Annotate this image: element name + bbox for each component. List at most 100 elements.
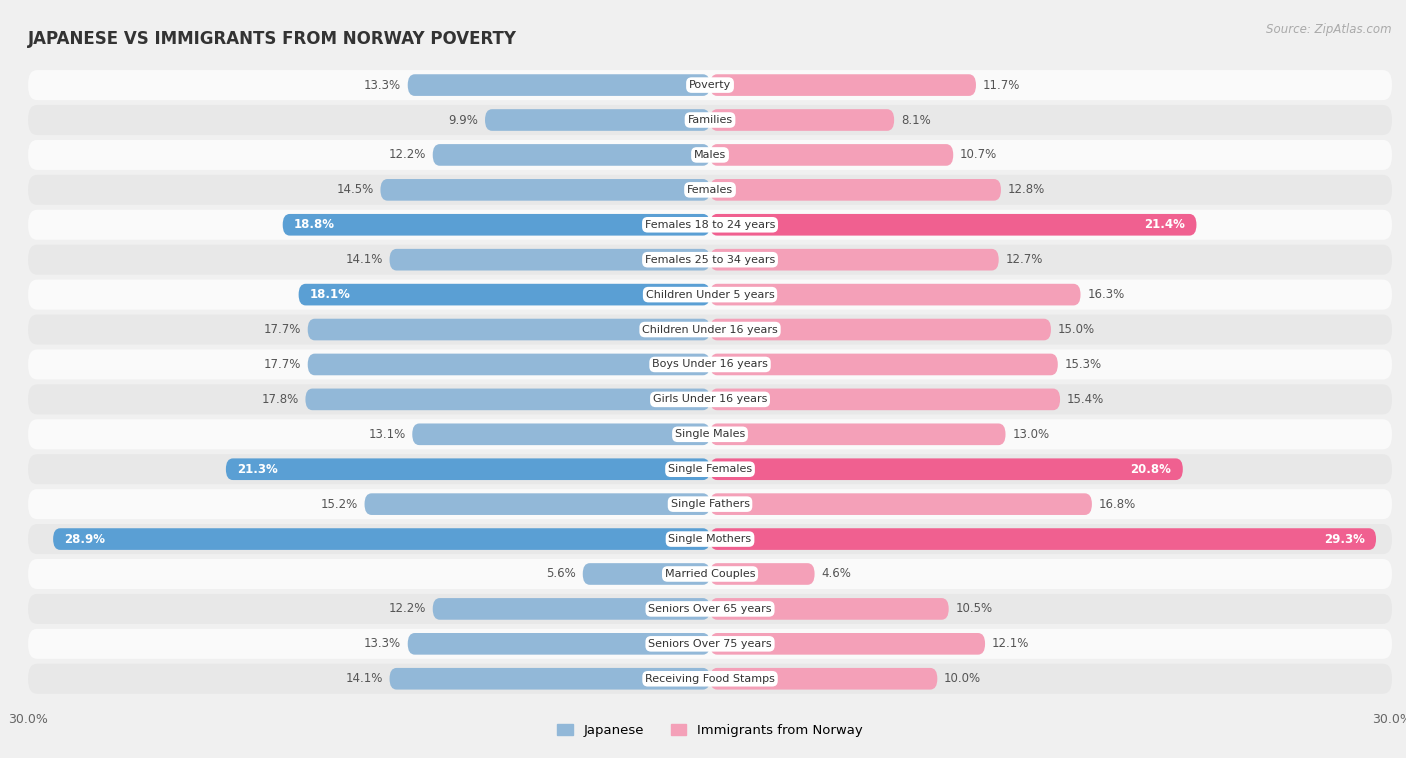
- Text: 12.7%: 12.7%: [1005, 253, 1043, 266]
- Text: 13.1%: 13.1%: [368, 428, 405, 441]
- Text: 10.7%: 10.7%: [960, 149, 997, 161]
- FancyBboxPatch shape: [389, 249, 710, 271]
- FancyBboxPatch shape: [710, 459, 1182, 480]
- Text: 18.8%: 18.8%: [294, 218, 335, 231]
- Text: 13.3%: 13.3%: [364, 79, 401, 92]
- FancyBboxPatch shape: [28, 315, 1392, 345]
- FancyBboxPatch shape: [298, 283, 710, 305]
- Text: 8.1%: 8.1%: [901, 114, 931, 127]
- Text: 12.8%: 12.8%: [1008, 183, 1045, 196]
- Text: 9.9%: 9.9%: [449, 114, 478, 127]
- Text: 21.4%: 21.4%: [1144, 218, 1185, 231]
- Text: Males: Males: [695, 150, 725, 160]
- FancyBboxPatch shape: [710, 633, 986, 655]
- FancyBboxPatch shape: [710, 389, 1060, 410]
- Text: Poverty: Poverty: [689, 80, 731, 90]
- Text: 20.8%: 20.8%: [1130, 462, 1171, 476]
- FancyBboxPatch shape: [710, 144, 953, 166]
- FancyBboxPatch shape: [710, 283, 1081, 305]
- FancyBboxPatch shape: [710, 668, 938, 690]
- FancyBboxPatch shape: [28, 454, 1392, 484]
- FancyBboxPatch shape: [412, 424, 710, 445]
- Text: Females: Females: [688, 185, 733, 195]
- Text: Seniors Over 65 years: Seniors Over 65 years: [648, 604, 772, 614]
- Text: Families: Families: [688, 115, 733, 125]
- Text: Seniors Over 75 years: Seniors Over 75 years: [648, 639, 772, 649]
- FancyBboxPatch shape: [28, 559, 1392, 589]
- Text: JAPANESE VS IMMIGRANTS FROM NORWAY POVERTY: JAPANESE VS IMMIGRANTS FROM NORWAY POVER…: [28, 30, 517, 49]
- Text: 29.3%: 29.3%: [1324, 533, 1365, 546]
- Text: 12.2%: 12.2%: [388, 149, 426, 161]
- Text: 16.8%: 16.8%: [1098, 498, 1136, 511]
- Text: Females 25 to 34 years: Females 25 to 34 years: [645, 255, 775, 265]
- FancyBboxPatch shape: [305, 389, 710, 410]
- FancyBboxPatch shape: [28, 105, 1392, 135]
- FancyBboxPatch shape: [710, 109, 894, 131]
- FancyBboxPatch shape: [28, 280, 1392, 309]
- FancyBboxPatch shape: [710, 424, 1005, 445]
- Text: Girls Under 16 years: Girls Under 16 years: [652, 394, 768, 404]
- FancyBboxPatch shape: [408, 74, 710, 96]
- Text: Source: ZipAtlas.com: Source: ZipAtlas.com: [1267, 23, 1392, 36]
- FancyBboxPatch shape: [710, 214, 1197, 236]
- FancyBboxPatch shape: [28, 70, 1392, 100]
- FancyBboxPatch shape: [28, 524, 1392, 554]
- Text: Females 18 to 24 years: Females 18 to 24 years: [645, 220, 775, 230]
- Text: Single Females: Single Females: [668, 464, 752, 475]
- Text: Married Couples: Married Couples: [665, 569, 755, 579]
- FancyBboxPatch shape: [28, 175, 1392, 205]
- Legend: Japanese, Immigrants from Norway: Japanese, Immigrants from Norway: [557, 724, 863, 737]
- Text: 14.1%: 14.1%: [346, 672, 382, 685]
- Text: 13.0%: 13.0%: [1012, 428, 1049, 441]
- FancyBboxPatch shape: [710, 528, 1376, 550]
- Text: Boys Under 16 years: Boys Under 16 years: [652, 359, 768, 369]
- Text: Single Males: Single Males: [675, 429, 745, 440]
- Text: 12.2%: 12.2%: [388, 603, 426, 615]
- Text: 17.7%: 17.7%: [263, 323, 301, 336]
- Text: 15.3%: 15.3%: [1064, 358, 1102, 371]
- Text: 18.1%: 18.1%: [309, 288, 352, 301]
- FancyBboxPatch shape: [28, 629, 1392, 659]
- FancyBboxPatch shape: [53, 528, 710, 550]
- FancyBboxPatch shape: [28, 140, 1392, 170]
- FancyBboxPatch shape: [582, 563, 710, 585]
- FancyBboxPatch shape: [433, 598, 710, 620]
- Text: 15.2%: 15.2%: [321, 498, 357, 511]
- Text: 21.3%: 21.3%: [238, 462, 278, 476]
- FancyBboxPatch shape: [28, 384, 1392, 415]
- FancyBboxPatch shape: [710, 318, 1052, 340]
- Text: Receiving Food Stamps: Receiving Food Stamps: [645, 674, 775, 684]
- Text: Single Mothers: Single Mothers: [668, 534, 752, 544]
- FancyBboxPatch shape: [28, 210, 1392, 240]
- FancyBboxPatch shape: [308, 318, 710, 340]
- FancyBboxPatch shape: [710, 493, 1092, 515]
- Text: 16.3%: 16.3%: [1087, 288, 1125, 301]
- Text: Children Under 5 years: Children Under 5 years: [645, 290, 775, 299]
- Text: 28.9%: 28.9%: [65, 533, 105, 546]
- FancyBboxPatch shape: [710, 354, 1057, 375]
- Text: 15.4%: 15.4%: [1067, 393, 1104, 406]
- FancyBboxPatch shape: [710, 249, 998, 271]
- FancyBboxPatch shape: [364, 493, 710, 515]
- Text: 11.7%: 11.7%: [983, 79, 1021, 92]
- Text: 5.6%: 5.6%: [546, 568, 576, 581]
- FancyBboxPatch shape: [28, 349, 1392, 380]
- FancyBboxPatch shape: [283, 214, 710, 236]
- Text: Single Fathers: Single Fathers: [671, 499, 749, 509]
- FancyBboxPatch shape: [433, 144, 710, 166]
- FancyBboxPatch shape: [408, 633, 710, 655]
- Text: 14.1%: 14.1%: [346, 253, 382, 266]
- FancyBboxPatch shape: [28, 419, 1392, 449]
- Text: 10.0%: 10.0%: [945, 672, 981, 685]
- Text: 15.0%: 15.0%: [1057, 323, 1095, 336]
- Text: 17.8%: 17.8%: [262, 393, 298, 406]
- FancyBboxPatch shape: [28, 594, 1392, 624]
- FancyBboxPatch shape: [28, 664, 1392, 694]
- FancyBboxPatch shape: [710, 563, 814, 585]
- FancyBboxPatch shape: [381, 179, 710, 201]
- FancyBboxPatch shape: [710, 598, 949, 620]
- Text: Children Under 16 years: Children Under 16 years: [643, 324, 778, 334]
- Text: 14.5%: 14.5%: [336, 183, 374, 196]
- FancyBboxPatch shape: [226, 459, 710, 480]
- FancyBboxPatch shape: [710, 74, 976, 96]
